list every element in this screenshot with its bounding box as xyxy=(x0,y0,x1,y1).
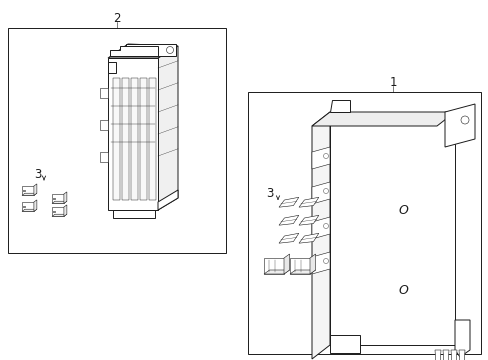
Polygon shape xyxy=(284,254,289,274)
Polygon shape xyxy=(279,215,298,225)
Text: 1: 1 xyxy=(388,76,396,89)
Polygon shape xyxy=(108,44,178,58)
Polygon shape xyxy=(158,190,178,210)
Circle shape xyxy=(166,46,173,54)
Polygon shape xyxy=(434,350,440,360)
Text: 3: 3 xyxy=(266,186,273,199)
Bar xyxy=(247,92,480,354)
Polygon shape xyxy=(22,209,37,211)
Polygon shape xyxy=(442,350,448,360)
Polygon shape xyxy=(311,147,329,169)
Polygon shape xyxy=(264,258,284,274)
Polygon shape xyxy=(22,202,34,211)
Polygon shape xyxy=(52,207,64,216)
Polygon shape xyxy=(298,215,318,225)
Polygon shape xyxy=(311,252,329,274)
Polygon shape xyxy=(131,78,138,200)
Polygon shape xyxy=(149,78,156,200)
Circle shape xyxy=(323,224,328,229)
Polygon shape xyxy=(100,152,108,162)
Bar xyxy=(8,28,225,253)
Polygon shape xyxy=(311,217,329,239)
Polygon shape xyxy=(289,258,309,274)
Polygon shape xyxy=(298,233,318,243)
Polygon shape xyxy=(458,350,464,360)
Polygon shape xyxy=(454,320,469,357)
Polygon shape xyxy=(110,46,158,56)
Polygon shape xyxy=(279,197,298,207)
Polygon shape xyxy=(52,214,67,216)
Polygon shape xyxy=(309,254,315,274)
Polygon shape xyxy=(158,46,178,210)
Text: 2: 2 xyxy=(113,12,121,24)
Text: 3: 3 xyxy=(34,167,41,180)
Circle shape xyxy=(323,153,328,158)
Polygon shape xyxy=(113,210,155,218)
Circle shape xyxy=(323,189,328,194)
Polygon shape xyxy=(100,120,108,130)
Polygon shape xyxy=(108,62,116,73)
Polygon shape xyxy=(52,194,64,203)
Polygon shape xyxy=(22,193,37,195)
Polygon shape xyxy=(264,270,289,274)
Polygon shape xyxy=(311,182,329,204)
Circle shape xyxy=(460,116,468,124)
Polygon shape xyxy=(444,104,474,147)
Polygon shape xyxy=(108,58,158,210)
Text: O: O xyxy=(397,203,407,216)
Text: O: O xyxy=(397,284,407,297)
Polygon shape xyxy=(52,201,67,203)
Circle shape xyxy=(323,258,328,264)
Polygon shape xyxy=(113,78,120,200)
Polygon shape xyxy=(100,88,108,98)
Polygon shape xyxy=(126,44,176,56)
Polygon shape xyxy=(329,100,349,112)
Polygon shape xyxy=(64,192,67,203)
Polygon shape xyxy=(22,186,34,195)
Polygon shape xyxy=(311,112,454,126)
Polygon shape xyxy=(34,184,37,195)
Polygon shape xyxy=(329,112,454,345)
Polygon shape xyxy=(298,197,318,207)
Polygon shape xyxy=(64,205,67,216)
Polygon shape xyxy=(450,350,456,360)
Polygon shape xyxy=(279,233,298,243)
Polygon shape xyxy=(289,270,315,274)
Polygon shape xyxy=(122,78,129,200)
Polygon shape xyxy=(34,200,37,211)
Polygon shape xyxy=(311,112,329,359)
Polygon shape xyxy=(140,78,147,200)
Polygon shape xyxy=(329,335,359,353)
